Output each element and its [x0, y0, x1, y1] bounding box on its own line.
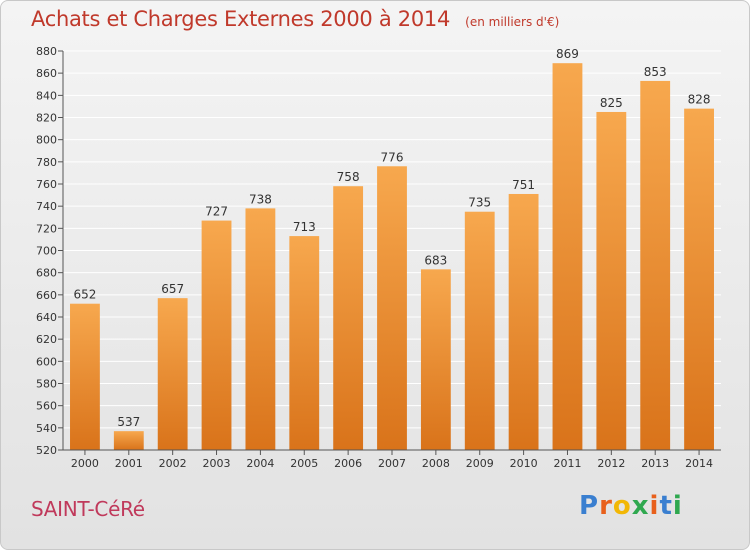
x-tick-label: 2010 — [510, 457, 538, 470]
y-tick-label: 880 — [36, 45, 57, 58]
logo-letter: P — [579, 491, 600, 521]
data-label: 657 — [161, 282, 184, 296]
y-tick-label: 620 — [36, 333, 57, 346]
x-tick-label: 2014 — [685, 457, 713, 470]
bar-2005 — [289, 236, 320, 450]
data-label: 751 — [512, 178, 535, 192]
bar-2011 — [552, 63, 583, 451]
bar-2014 — [684, 108, 714, 450]
y-tick-label: 640 — [36, 311, 57, 324]
bar-2003 — [201, 220, 232, 450]
y-tick-label: 580 — [36, 378, 57, 391]
data-label: 869 — [556, 47, 579, 61]
logo-letter: t — [659, 491, 673, 521]
y-tick-label: 800 — [36, 134, 57, 147]
bar-2007 — [377, 166, 407, 450]
bar-2010 — [508, 193, 539, 450]
data-label: 738 — [249, 192, 272, 206]
y-tick-label: 700 — [36, 245, 57, 258]
bar-2002 — [157, 298, 188, 450]
data-label: 853 — [644, 65, 667, 79]
x-tick-label: 2005 — [290, 457, 318, 470]
data-label: 735 — [468, 196, 491, 210]
data-label: 758 — [337, 170, 360, 184]
bar-2013 — [640, 80, 671, 451]
x-tick-label: 2002 — [159, 457, 187, 470]
chart-subtitle: (en milliers d'€) — [465, 15, 560, 29]
y-tick-label: 860 — [36, 67, 57, 80]
data-labels: 652 537 657 727 738 713 758 776 683 735 751 869 825 8… — [73, 47, 710, 429]
logo-letter: r — [599, 491, 613, 521]
x-tick-label: 2003 — [203, 457, 231, 470]
y-tick-label: 540 — [36, 422, 57, 435]
y-tick-label: 740 — [36, 200, 57, 213]
logo-letter: x — [631, 491, 650, 521]
x-tick-label: 2008 — [422, 457, 450, 470]
data-label: 683 — [424, 253, 447, 267]
bar-2012 — [596, 111, 627, 450]
bar-2006 — [333, 186, 364, 450]
bar-2000 — [70, 303, 100, 450]
data-label: 537 — [117, 415, 140, 429]
y-tick-label: 760 — [36, 178, 57, 191]
y-tick-label: 780 — [36, 156, 57, 169]
bar-2004 — [245, 208, 276, 450]
commune-name: SAINT-CéRé — [31, 497, 145, 521]
y-tick-label: 560 — [36, 400, 57, 413]
logo-letter: i — [649, 491, 660, 521]
bars — [70, 63, 714, 451]
y-tick-label: 660 — [36, 289, 57, 302]
chart-title-row: Achats et Charges Externes 2000 à 2014 (… — [31, 7, 559, 31]
data-label: 652 — [73, 288, 96, 302]
data-label: 776 — [381, 150, 404, 164]
data-label: 825 — [600, 96, 623, 110]
bar-2001 — [113, 431, 144, 450]
y-tick-label: 840 — [36, 89, 57, 102]
logo-letter: i — [672, 491, 683, 521]
y-tick-label: 720 — [36, 222, 57, 235]
x-tick-label: 2009 — [466, 457, 494, 470]
logo-letter: o — [612, 491, 632, 521]
x-tick-label: 2000 — [71, 457, 99, 470]
chart-title: Achats et Charges Externes 2000 à 2014 — [31, 7, 451, 31]
x-tick-label: 2004 — [246, 457, 274, 470]
axes: 520 540 560 580 600 620 640 660 680 700 720 740 760 7… — [36, 45, 721, 470]
data-label: 727 — [205, 205, 228, 219]
x-tick-label: 2006 — [334, 457, 362, 470]
data-label: 828 — [688, 93, 711, 107]
y-tick-label: 520 — [36, 444, 57, 457]
x-tick-label: 2011 — [553, 457, 581, 470]
x-tick-label: 2001 — [115, 457, 143, 470]
proxiti-logo: Proxiti — [579, 491, 683, 521]
bar-2009 — [464, 211, 495, 450]
x-tick-label: 2012 — [597, 457, 625, 470]
y-tick-label: 820 — [36, 112, 57, 125]
y-tick-label: 680 — [36, 267, 57, 280]
bar-2008 — [420, 269, 451, 450]
x-tick-label: 2013 — [641, 457, 669, 470]
y-tick-label: 600 — [36, 355, 57, 368]
data-label: 713 — [293, 220, 316, 234]
x-tick-label: 2007 — [378, 457, 406, 470]
